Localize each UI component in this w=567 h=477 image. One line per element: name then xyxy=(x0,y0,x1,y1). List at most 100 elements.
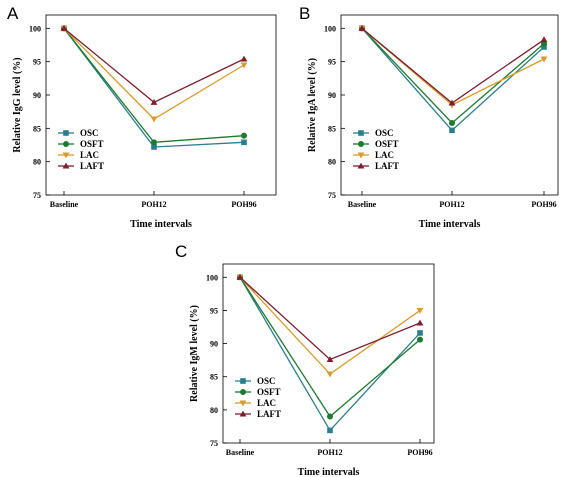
x-axis-title: Time intervals xyxy=(298,467,360,477)
data-point-lac xyxy=(540,56,548,63)
x-tick-label: POH96 xyxy=(231,200,256,209)
legend-label-osft: OSFT xyxy=(80,139,104,149)
data-point-laft xyxy=(236,273,244,280)
series-line-osft xyxy=(361,27,545,124)
series-line-laft xyxy=(361,27,545,104)
data-point-lac xyxy=(416,307,424,314)
legend-label-osc: OSC xyxy=(257,376,276,386)
data-point-osft xyxy=(449,120,455,126)
x-tick-label: POH12 xyxy=(141,200,166,209)
legend-marker-laft xyxy=(62,162,70,169)
series-line-osc xyxy=(361,27,545,132)
legend-marker-laft xyxy=(357,162,365,169)
x-axis-title: Time intervals xyxy=(419,219,481,230)
y-tick-label: 80 xyxy=(210,406,218,415)
x-tick-label: POH96 xyxy=(531,200,556,209)
legend-label-laft: LAFT xyxy=(80,161,104,171)
series-line-osft xyxy=(63,27,245,144)
legend-label-lac: LAC xyxy=(375,150,394,160)
y-tick-label: 85 xyxy=(328,124,336,133)
y-tick-label: 100 xyxy=(324,24,336,33)
data-point-laft xyxy=(150,98,158,105)
plot-frame xyxy=(45,14,277,196)
y-tick-label: 80 xyxy=(328,158,336,167)
y-axis-title: Relative IgM level (%) xyxy=(189,305,200,402)
plot-frame xyxy=(340,14,559,196)
y-tick-label: 75 xyxy=(33,191,41,200)
data-point-lac xyxy=(240,62,248,69)
series-line-lac xyxy=(63,27,245,120)
data-point-laft xyxy=(540,36,548,43)
data-point-laft xyxy=(416,319,424,326)
legend-marker-osc xyxy=(358,130,364,136)
y-tick-label: 85 xyxy=(210,373,218,382)
x-axis-title: Time intervals xyxy=(130,219,192,230)
legend-marker-lac xyxy=(357,152,365,159)
y-tick-label: 95 xyxy=(210,306,218,315)
y-tick-label: 90 xyxy=(210,340,218,349)
legend-marker-osc xyxy=(240,378,246,384)
data-point-osc xyxy=(449,127,455,134)
legend-marker-osft xyxy=(358,141,364,147)
data-point-lac xyxy=(326,371,334,378)
data-point-laft xyxy=(240,55,248,62)
y-tick-label: 90 xyxy=(328,91,336,100)
y-tick-label: 100 xyxy=(29,24,41,33)
y-axis-title: Relative IgG level (%) xyxy=(12,57,23,152)
x-tick-label: Baseline xyxy=(50,200,79,209)
data-point-osft xyxy=(327,413,333,420)
legend-marker-lac xyxy=(62,152,70,159)
data-point-osc xyxy=(151,144,157,150)
data-point-osft xyxy=(417,336,423,343)
legend-label-lac: LAC xyxy=(257,398,276,408)
data-point-laft xyxy=(358,24,366,31)
y-tick-label: 90 xyxy=(33,91,41,100)
chart-panel-a: A 75 80 85 90 95 100 Baseline POH12 POH96 Time int… xyxy=(7,4,277,230)
legend-marker-osc xyxy=(63,130,69,136)
y-axis-title: Relative IgA level (%) xyxy=(307,58,318,152)
y-tick-label: 100 xyxy=(206,273,218,282)
panel-letter: A xyxy=(7,4,19,23)
chart-panel-b: B 75 80 85 90 95 100 Baseline POH12 POH96 Time int… xyxy=(299,4,559,230)
legend-label-osft: OSFT xyxy=(257,387,281,397)
x-tick-label: POH96 xyxy=(407,448,432,457)
x-tick-label: POH12 xyxy=(317,448,342,457)
panel-letter: B xyxy=(299,4,310,23)
legend-label-osc: OSC xyxy=(80,128,99,138)
plot-frame xyxy=(222,263,435,444)
y-tick-label: 85 xyxy=(33,124,41,133)
legend-marker-osft xyxy=(63,141,69,147)
data-point-laft xyxy=(326,356,334,362)
legend-marker-laft xyxy=(239,410,247,417)
legend-label-osft: OSFT xyxy=(375,139,399,149)
legend-marker-osft xyxy=(240,389,246,395)
legend-marker-lac xyxy=(239,400,247,407)
data-point-osc xyxy=(241,139,247,146)
y-tick-label: 95 xyxy=(328,58,336,67)
data-point-osft xyxy=(151,139,157,146)
legend-label-laft: LAFT xyxy=(375,161,399,171)
x-tick-label: Baseline xyxy=(226,448,255,457)
data-point-osc xyxy=(417,330,423,336)
data-point-lac xyxy=(150,116,158,123)
legend-label-laft: LAFT xyxy=(257,409,281,419)
x-tick-label: Baseline xyxy=(348,200,377,209)
data-point-osc xyxy=(541,44,547,50)
data-point-laft xyxy=(448,99,456,106)
chart-panel-c: C 75 80 85 90 95 100 Baseline POH12 POH96 Time int… xyxy=(175,242,435,477)
legend-label-lac: LAC xyxy=(80,150,99,160)
legend-label-osc: OSC xyxy=(375,128,394,138)
y-tick-label: 75 xyxy=(328,191,336,200)
y-tick-label: 75 xyxy=(210,439,218,448)
panel-letter: C xyxy=(175,242,187,261)
y-tick-label: 80 xyxy=(33,158,41,167)
series-line-laft xyxy=(63,27,245,104)
data-point-laft xyxy=(60,24,68,31)
y-tick-label: 95 xyxy=(33,58,41,67)
data-point-osc xyxy=(327,427,333,434)
data-point-osft xyxy=(241,132,247,139)
